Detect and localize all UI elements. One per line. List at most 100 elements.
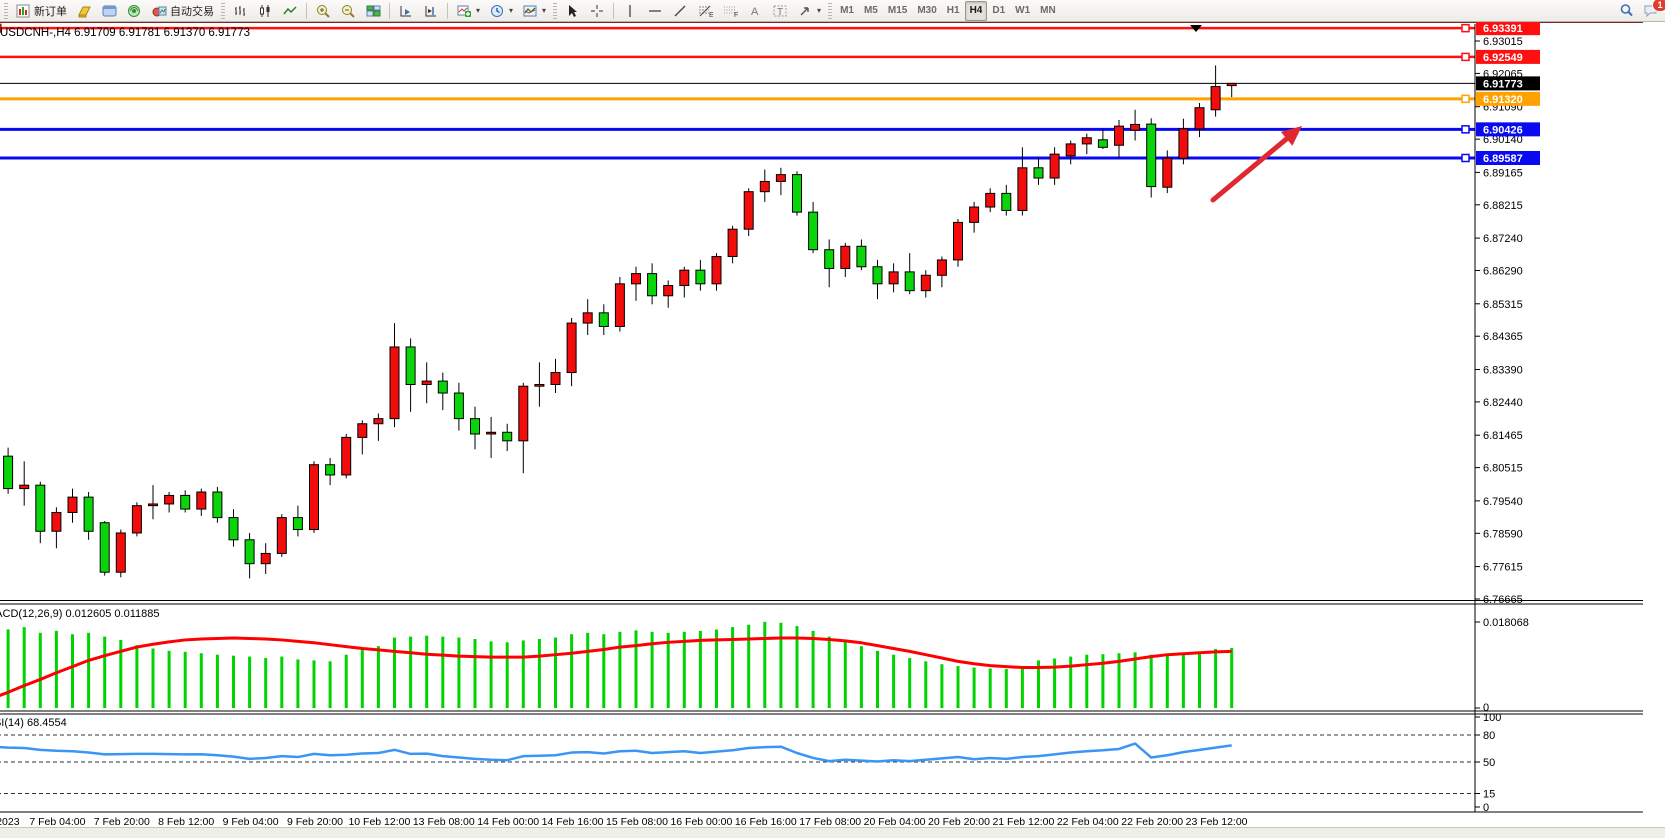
level-left-handle[interactable] (0, 23, 2, 33)
candle-body (936, 259, 947, 276)
timeframe-button-w1[interactable]: W1 (1015, 5, 1031, 16)
text-tool-button[interactable]: A (743, 1, 767, 21)
trend-arrow-line[interactable] (1210, 136, 1290, 203)
signals-button[interactable] (122, 1, 146, 21)
line-chart-mode-button[interactable] (278, 1, 302, 21)
time-axis-label: 22 Feb 20:00 (1121, 816, 1183, 828)
level-marker[interactable] (1461, 94, 1470, 104)
fibonacci-tool-button[interactable]: E (693, 1, 717, 21)
price-tick-label: 6.90140 (1483, 134, 1523, 146)
candle-body (631, 273, 641, 285)
dropdown-caret-icon[interactable]: ▾ (817, 6, 822, 15)
level-marker[interactable] (1461, 153, 1470, 163)
price-tick-label: 6.87240 (1483, 233, 1523, 245)
price-tick-label: 6.84365 (1483, 331, 1523, 343)
trend-arrow-head[interactable] (1280, 126, 1302, 146)
timeframe-button-m30[interactable]: M30 (917, 5, 937, 16)
market-watch-button[interactable] (97, 1, 121, 21)
notifications-button[interactable]: 1 (1639, 0, 1665, 21)
macd-bar (908, 658, 912, 708)
timeframe-button-d1[interactable]: D1 (992, 5, 1006, 16)
timeframe-button-m1[interactable]: M1 (840, 5, 854, 16)
macd-bar (103, 636, 107, 708)
macd-bar (1069, 656, 1073, 708)
text-label-tool-button[interactable]: T (768, 1, 792, 21)
candlestick-mode-button[interactable] (253, 1, 277, 21)
period-clock-button[interactable]: ▾ (485, 1, 517, 21)
candle-body (148, 503, 158, 507)
chart-shift-marker-icon[interactable] (1190, 25, 1202, 32)
candle-body (824, 249, 835, 269)
macd-bar (1037, 660, 1040, 708)
timeframe-button-h4[interactable]: H4 (964, 0, 988, 21)
zoom-out-button[interactable] (336, 1, 360, 21)
tile-windows-button[interactable] (361, 1, 385, 21)
time-axis-label: 23 Feb 12:00 (1186, 816, 1248, 828)
candle-body (405, 346, 416, 386)
candle-body (856, 245, 867, 268)
price-tick-label: 6.81465 (1483, 430, 1523, 442)
macd-bar (360, 648, 364, 708)
candle-body (1049, 153, 1060, 179)
macd-bar (537, 638, 541, 708)
time-axis-label: 9 Feb 04:00 (223, 816, 279, 828)
dropdown-caret-icon[interactable]: ▾ (542, 6, 547, 15)
new-chart-button[interactable]: ▾ (452, 1, 484, 21)
macd-bar (602, 634, 606, 708)
macd-bar (54, 630, 58, 708)
crosshair-icon (589, 3, 605, 19)
crosshair-tool-button[interactable] (585, 1, 609, 21)
search-button[interactable] (1614, 1, 1638, 21)
time-axis-label: 7 Feb 20:00 (94, 816, 150, 828)
macd-bar (312, 660, 316, 708)
candle-body (276, 517, 287, 554)
templates-button[interactable]: ▾ (518, 1, 550, 21)
candle-body (1033, 167, 1044, 179)
timeframe-button-m15[interactable]: M15 (887, 5, 908, 16)
macd-bar (409, 636, 413, 708)
dropdown-caret-icon[interactable]: ▾ (509, 6, 514, 15)
level-marker[interactable] (1461, 125, 1470, 134)
candle-body (1226, 82, 1237, 87)
timeframe-button-h1[interactable]: H1 (946, 5, 960, 16)
bar-chart-mode-button[interactable] (228, 1, 252, 21)
svg-text:E: E (709, 12, 713, 18)
candle-body (502, 431, 513, 442)
dropdown-caret-icon[interactable]: ▾ (476, 6, 481, 15)
auto-trading-button[interactable]: 自动交易 (147, 1, 218, 21)
price-tick-label: 6.86290 (1483, 266, 1523, 278)
timeframe-group: M1 M5 M15 M30 H1 H4 D1 W1 MN (835, 0, 1061, 21)
channel-tool-button[interactable]: F (718, 1, 742, 21)
time-axis-label: 8 Feb 12:00 (158, 816, 214, 828)
chart-shift-button[interactable] (419, 1, 443, 21)
candle-body (550, 372, 561, 386)
new-order-button[interactable]: 新订单 (11, 1, 71, 21)
new-chart-icon (456, 3, 472, 19)
auto-scroll-button[interactable] (394, 1, 418, 21)
horizontal-line-tool-button[interactable] (643, 1, 667, 21)
cursor-tool-button[interactable] (560, 1, 584, 21)
level-marker[interactable] (1461, 52, 1470, 62)
rsi-axis-label: 15 (1483, 789, 1495, 801)
arrows-tool-button[interactable]: ▾ (793, 1, 825, 21)
macd-bar (634, 630, 638, 708)
trendline-tool-button[interactable] (668, 1, 692, 21)
current-price-box (1476, 76, 1540, 91)
toolbar-separator (306, 2, 307, 19)
macd-bar (22, 627, 26, 708)
zoom-in-button[interactable] (311, 1, 335, 21)
macd-bar (87, 632, 91, 708)
vertical-line-tool-button[interactable] (618, 1, 642, 21)
level-marker[interactable] (1461, 23, 1470, 33)
main-toolbar: 新订单 自动交易 (0, 0, 1665, 22)
timeframe-button-mn[interactable]: MN (1040, 5, 1056, 16)
history-center-button[interactable] (72, 1, 96, 21)
zoom-out-icon (340, 3, 356, 19)
template-chart-icon (522, 3, 538, 19)
time-axis-label: 16 Feb 00:00 (670, 816, 732, 828)
chart-canvas[interactable]: 6.930156.920656.910906.901406.891656.882… (0, 22, 1665, 838)
candle-body (421, 380, 432, 386)
level-price-box-label: 6.93391 (1483, 23, 1523, 35)
candle-body (759, 180, 770, 193)
timeframe-button-m5[interactable]: M5 (863, 5, 878, 16)
